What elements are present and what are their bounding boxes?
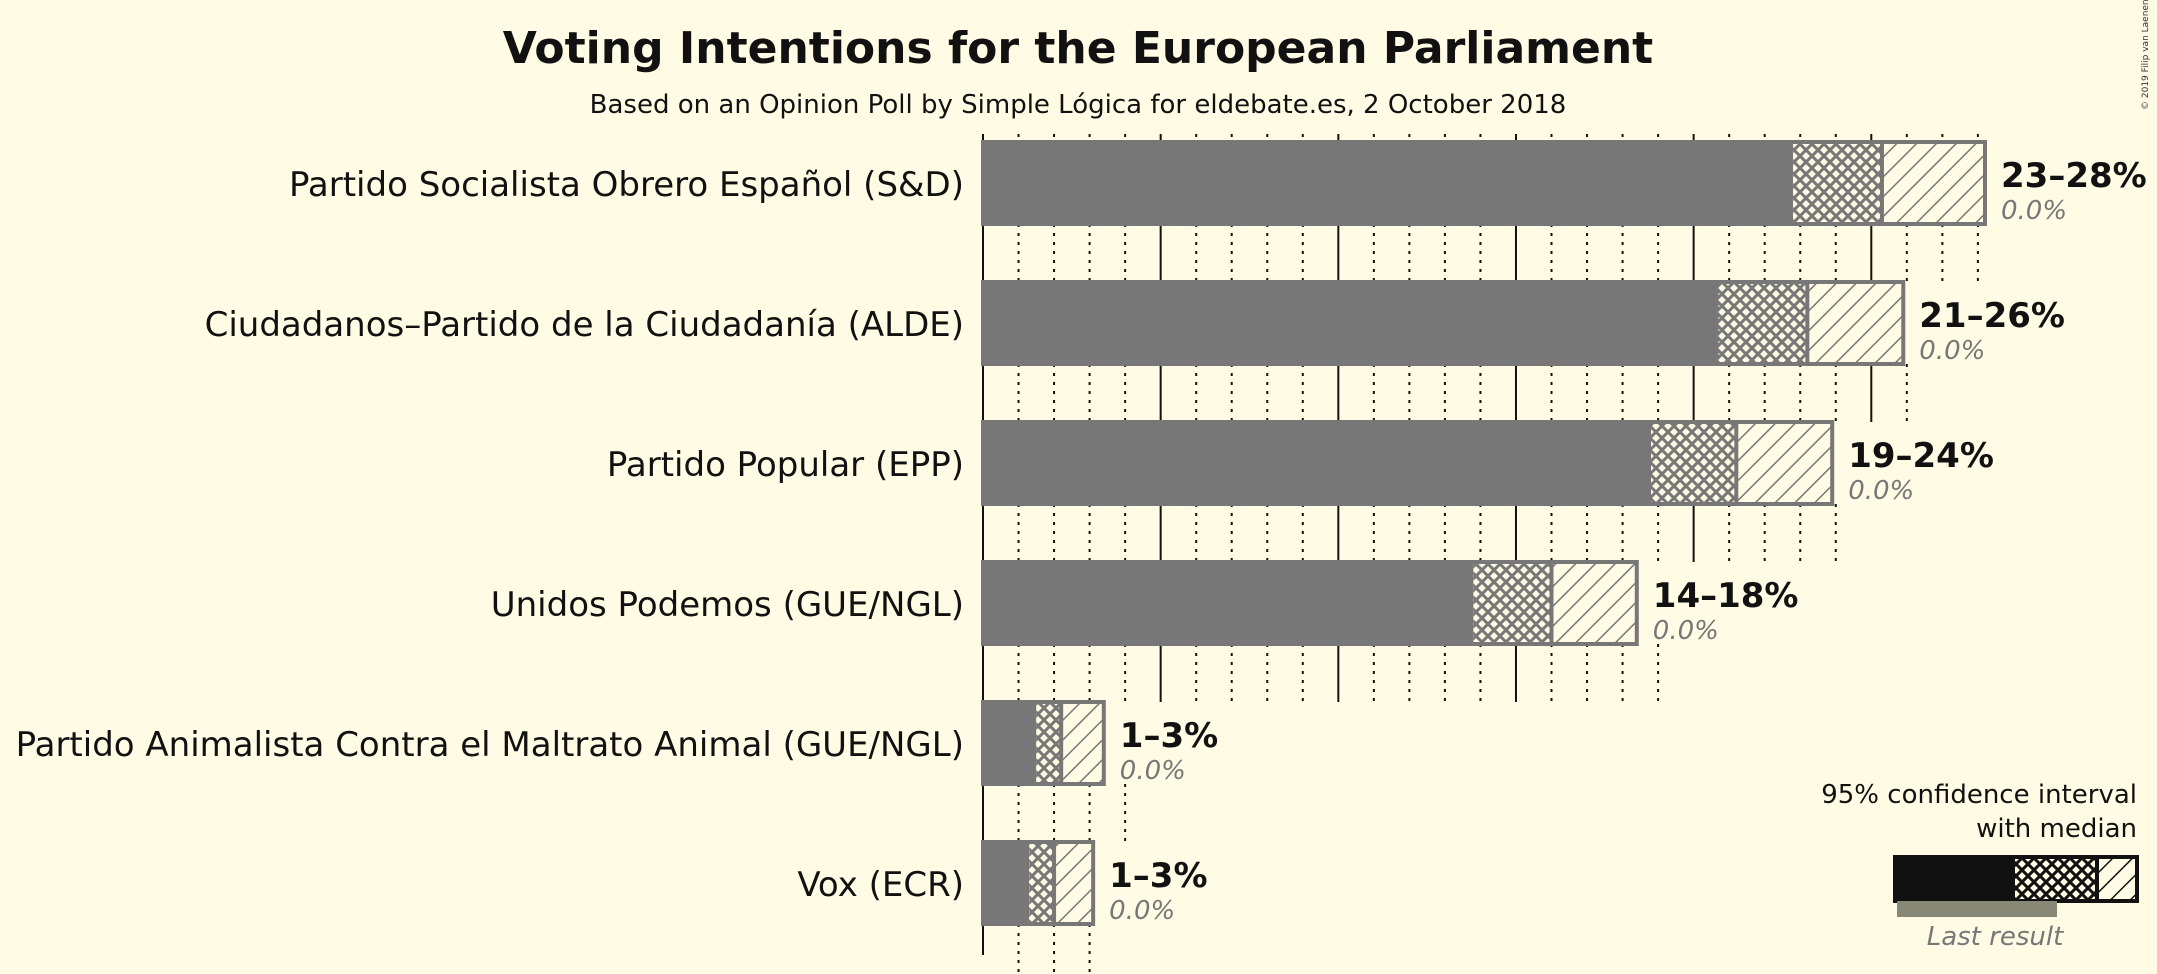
copyright-text: © 2019 Filip van Laenen [2141, 0, 2151, 110]
bar-solid-0 [983, 142, 1794, 224]
bar-solid-5 [983, 842, 1030, 924]
grid [982, 134, 1979, 974]
last-result-label-0: 0.0% [2001, 196, 2067, 226]
category-label-5: Vox (ECR) [797, 865, 964, 905]
bar-ci-low-5 [1029, 842, 1055, 924]
bar-outline-3 [981, 560, 1639, 646]
bar-ci-high-4 [1061, 702, 1104, 784]
bar-ci-high-2 [1736, 422, 1833, 504]
legend-last-result-label: Last result [1927, 922, 2064, 952]
bar-ci-low-4 [1036, 702, 1062, 784]
category-label-4: Partido Animalista Contra el Maltrato An… [16, 725, 964, 765]
legend: 95% confidence interval with median Last… [1821, 780, 2139, 952]
bar-solid-3 [983, 562, 1474, 644]
category-label-1: Ciudadanos–Partido de la Ciudadanía (ALD… [205, 305, 964, 345]
bars [981, 140, 1987, 926]
last-result-label-2: 0.0% [1848, 476, 1914, 506]
range-label-0: 23–28% [2001, 156, 2147, 196]
bar-outline-1 [981, 280, 1906, 366]
legend-last-result-swatch [1897, 901, 2057, 917]
bar-ci-high-0 [1881, 142, 1985, 224]
chart-subtitle: Based on an Opinion Poll by Simple Lógic… [590, 90, 1567, 120]
category-label-3: Unidos Podemos (GUE/NGL) [491, 585, 964, 625]
bar-ci-high-1 [1807, 282, 1904, 364]
bar-ci-low-0 [1793, 142, 1882, 224]
bar-ci-high-3 [1551, 562, 1637, 644]
legend-hatch-swatch [2097, 857, 2137, 901]
bar-ci-low-3 [1473, 562, 1552, 644]
bar-ci-high-5 [1054, 842, 1094, 924]
bar-ci-low-1 [1718, 282, 1808, 364]
range-label-5: 1–3% [1109, 856, 1207, 896]
bar-outline-5 [981, 840, 1096, 926]
range-label-1: 21–26% [1919, 296, 2065, 336]
last-result-label-3: 0.0% [1653, 616, 1719, 646]
labels: Partido Socialista Obrero Español (S&D) 2… [16, 156, 2147, 926]
bar-outline-2 [981, 420, 1835, 506]
category-label-2: Partido Popular (EPP) [607, 445, 964, 485]
bar-outline-4 [981, 700, 1106, 786]
bar-outline-0 [981, 140, 1987, 226]
bar-ci-low-2 [1651, 422, 1737, 504]
last-result-label-4: 0.0% [1120, 756, 1186, 786]
category-label-0: Partido Socialista Obrero Español (S&D) [289, 165, 964, 205]
legend-ci-line1: 95% confidence interval [1821, 780, 2137, 810]
legend-solid-swatch [1895, 857, 2015, 901]
legend-ci-line2: with median [1976, 814, 2137, 844]
last-result-label-5: 0.0% [1109, 896, 1175, 926]
bar-solid-4 [983, 702, 1037, 784]
legend-cross-swatch [2015, 857, 2097, 901]
chart-title: Voting Intentions for the European Parli… [503, 23, 1653, 74]
range-label-3: 14–18% [1653, 576, 1799, 616]
range-label-2: 19–24% [1848, 436, 1994, 476]
bar-solid-2 [983, 422, 1651, 504]
last-result-label-1: 0.0% [1919, 336, 1985, 366]
bar-solid-1 [983, 282, 1719, 364]
range-label-4: 1–3% [1120, 716, 1218, 756]
